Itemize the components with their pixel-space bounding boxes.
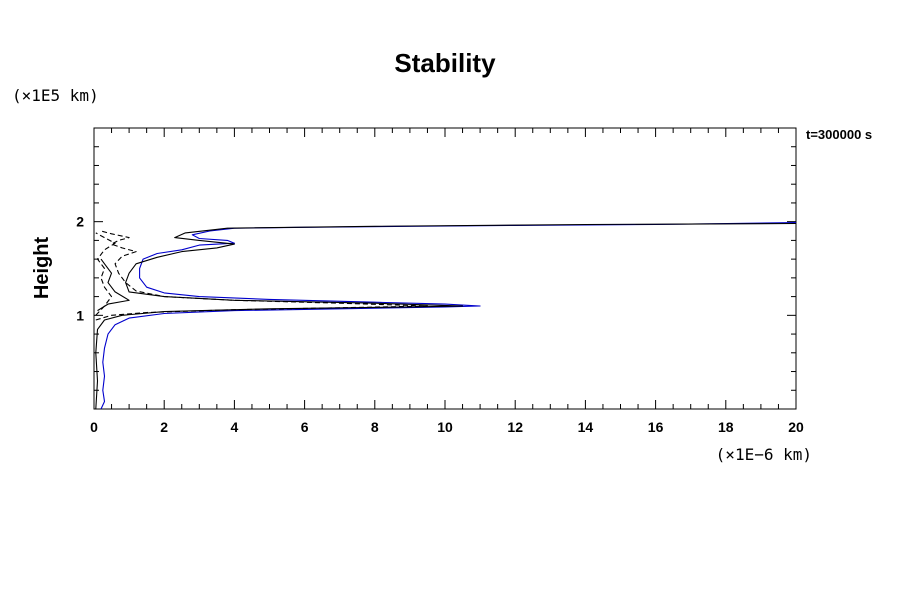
series-line-4 (95, 232, 116, 316)
x-tick-label: 8 (371, 419, 379, 435)
x-tick-label: 14 (578, 419, 594, 435)
x-tick-label: 12 (507, 419, 523, 435)
y-tick-label: 2 (76, 214, 84, 230)
x-tick-label: 4 (231, 419, 239, 435)
series-line-1 (100, 222, 797, 410)
x-tick-label: 6 (301, 419, 309, 435)
x-tick-label: 20 (788, 419, 804, 435)
series-line-5 (97, 258, 130, 312)
x-tick-label: 18 (718, 419, 734, 435)
chart-title: Stability (394, 48, 496, 78)
x-tick-label: 2 (160, 419, 168, 435)
y-axis-label: Height (31, 237, 53, 300)
x-tick-label: 0 (90, 419, 98, 435)
x-unit-label: (×1E−6 km) (716, 445, 812, 464)
y-unit-label: (×1E5 km) (12, 86, 99, 105)
y-tick-label: 1 (76, 307, 84, 323)
plot-frame (93, 127, 797, 410)
time-label: t=300000 s (806, 127, 872, 142)
x-tick-label: 10 (437, 419, 453, 435)
series-line-3 (95, 230, 428, 321)
x-tick-label: 16 (648, 419, 664, 435)
series-line-2 (95, 222, 797, 410)
